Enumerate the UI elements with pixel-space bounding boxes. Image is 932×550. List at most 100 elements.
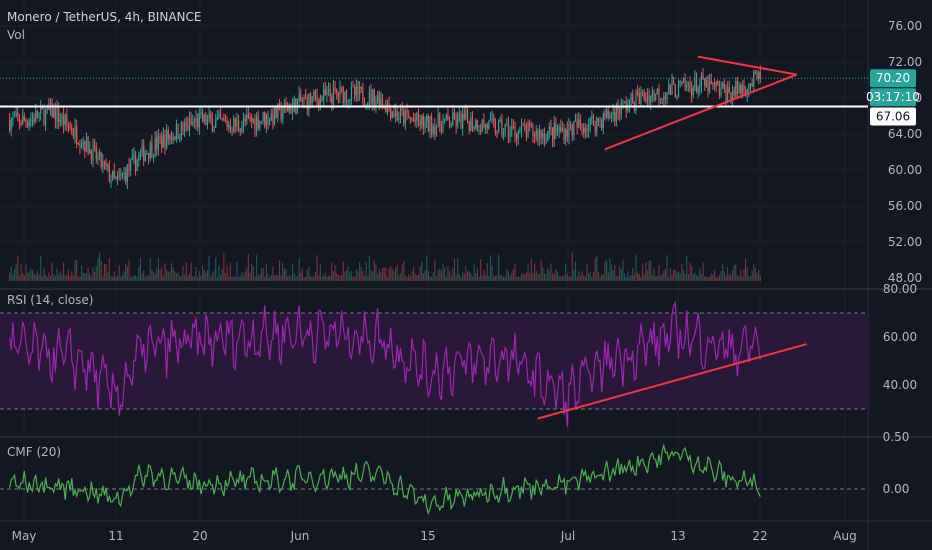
volume-bar [565, 263, 567, 281]
candle-body [592, 116, 595, 126]
support-price-tag-box [870, 107, 916, 126]
volume-bar [255, 255, 258, 281]
volume-bar [653, 267, 655, 281]
volume-bar [592, 271, 595, 281]
rsi-pane-label[interactable]: RSI (14, close) [7, 293, 94, 307]
candle-body [694, 77, 696, 88]
candle-body [705, 79, 707, 87]
candle-body [565, 129, 567, 140]
volume-bar [648, 260, 650, 281]
volume-bar [506, 269, 508, 281]
volume-bar [175, 273, 178, 281]
volume-bar [283, 268, 285, 281]
candle-body [671, 81, 673, 95]
volume-bar [581, 271, 583, 281]
candle-body [300, 93, 302, 102]
candle-body [200, 111, 202, 114]
volume-bar [754, 268, 757, 281]
candle-body [22, 115, 24, 125]
candle-body [95, 146, 97, 160]
volume-bar [512, 269, 514, 281]
candle-body [563, 128, 565, 140]
candle-body [548, 126, 550, 132]
volume-bar [628, 276, 631, 281]
candle-body [162, 134, 164, 148]
candle-body [722, 83, 724, 88]
candle-body [440, 125, 442, 133]
volume-bar [31, 269, 34, 281]
candle-body [308, 93, 310, 110]
candle-body [553, 122, 555, 140]
candle-body [201, 111, 204, 122]
volume-bar [686, 256, 688, 281]
volume-bar [712, 274, 714, 281]
candle-body [538, 130, 541, 141]
volume-bar [190, 262, 192, 281]
volume-bar [179, 275, 181, 281]
candle-body [241, 126, 243, 132]
drawings[interactable] [0, 55, 868, 420]
candle-body [432, 125, 434, 134]
candle-body [578, 119, 580, 128]
candle-body [260, 120, 263, 122]
volume-bar [30, 268, 32, 281]
candle-body [23, 115, 25, 121]
volume-bar [560, 276, 562, 281]
candle-body [525, 129, 528, 137]
volume-bar [597, 271, 599, 281]
volume-bar [362, 270, 364, 281]
volume-bar [79, 276, 81, 281]
volume-bar [228, 276, 230, 281]
candle-body [265, 114, 267, 126]
price-tick-label: 60.00 [888, 163, 922, 177]
candle-body [159, 135, 161, 139]
volume-bar [128, 259, 130, 281]
candle-body [352, 86, 354, 88]
volume-bar [655, 276, 657, 281]
candle-body [424, 121, 426, 129]
candle-body [262, 112, 264, 122]
volume-bar [277, 274, 279, 281]
candle-body [532, 126, 534, 136]
candle-body [391, 112, 393, 118]
volume-bar [64, 275, 66, 281]
symbol-title[interactable]: Monero / TetherUS, 4h, BINANCE [7, 10, 202, 24]
cmf-pane-label[interactable]: CMF (20) [7, 445, 62, 459]
candle-body [692, 87, 694, 96]
volume-bar [33, 273, 35, 281]
candle-body [89, 149, 91, 154]
volume-bar [704, 276, 706, 281]
candle-body [614, 112, 616, 122]
candle-body [704, 78, 706, 87]
volume-bar [236, 262, 238, 281]
candle-body [587, 124, 590, 131]
candle-body [730, 92, 732, 102]
candle-body [15, 112, 17, 117]
candle-body [682, 78, 685, 84]
volume-bar [702, 262, 704, 281]
volume-bar [607, 272, 609, 281]
volume-bar [184, 274, 186, 281]
volume-bar [134, 275, 137, 281]
candle-body [87, 136, 89, 154]
candle-body [426, 115, 428, 122]
volume-bar [336, 273, 338, 281]
volume-bar [599, 276, 601, 281]
candle-body [504, 124, 506, 133]
volume-bar [480, 258, 482, 281]
volume-bar [465, 265, 467, 281]
volume-bar [609, 258, 611, 281]
candle-body [305, 97, 307, 98]
volume-bar [437, 270, 439, 281]
candle-body [44, 110, 47, 125]
candle-body [537, 130, 539, 141]
volume-bar [287, 276, 289, 281]
volume-bar [349, 272, 351, 281]
candle-body [457, 115, 459, 127]
volume-bar [246, 267, 248, 281]
volume-bar [226, 265, 228, 281]
volume-bar [80, 265, 83, 281]
volume-bar [586, 263, 588, 281]
